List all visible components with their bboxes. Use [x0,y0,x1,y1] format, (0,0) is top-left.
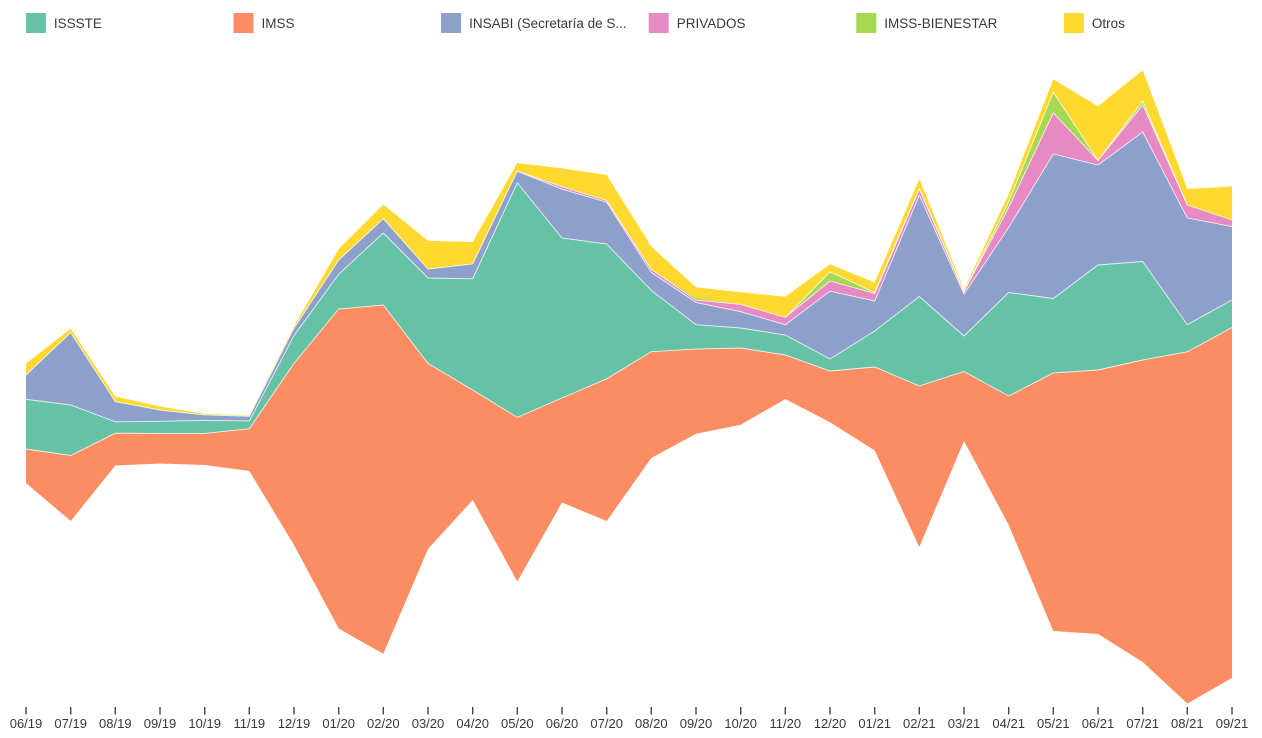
svg-text:12/20: 12/20 [814,716,847,731]
svg-text:09/20: 09/20 [680,716,713,731]
svg-text:12/19: 12/19 [278,716,311,731]
svg-text:10/20: 10/20 [724,716,757,731]
svg-text:07/19: 07/19 [54,716,87,731]
svg-text:11/20: 11/20 [770,716,802,731]
svg-text:04/21: 04/21 [992,716,1025,731]
svg-text:06/19: 06/19 [10,716,43,731]
svg-text:08/19: 08/19 [99,716,132,731]
svg-text:09/19: 09/19 [144,716,177,731]
svg-text:Otros: Otros [1092,16,1125,31]
svg-text:03/21: 03/21 [948,716,981,731]
svg-text:02/21: 02/21 [903,716,936,731]
svg-text:PRIVADOS: PRIVADOS [677,16,746,31]
svg-text:01/20: 01/20 [322,716,355,731]
svg-text:07/20: 07/20 [590,716,623,731]
svg-text:06/20: 06/20 [546,716,579,731]
svg-text:ISSSTE: ISSSTE [54,16,102,31]
svg-text:IMSS-BIENESTAR: IMSS-BIENESTAR [884,16,997,31]
svg-text:11/19: 11/19 [234,716,266,731]
svg-text:09/21: 09/21 [1216,716,1249,731]
svg-text:07/21: 07/21 [1126,716,1159,731]
svg-text:08/20: 08/20 [635,716,668,731]
svg-text:03/20: 03/20 [412,716,445,731]
svg-text:08/21: 08/21 [1171,716,1204,731]
svg-text:02/20: 02/20 [367,716,400,731]
svg-text:01/21: 01/21 [858,716,891,731]
svg-text:06/21: 06/21 [1082,716,1115,731]
svg-text:10/19: 10/19 [188,716,221,731]
svg-text:IMSS: IMSS [262,16,295,31]
svg-text:05/20: 05/20 [501,716,534,731]
svg-text:05/21: 05/21 [1037,716,1070,731]
svg-text:INSABI (Secretaría de S...: INSABI (Secretaría de S... [469,16,627,31]
svg-text:04/20: 04/20 [456,716,489,731]
